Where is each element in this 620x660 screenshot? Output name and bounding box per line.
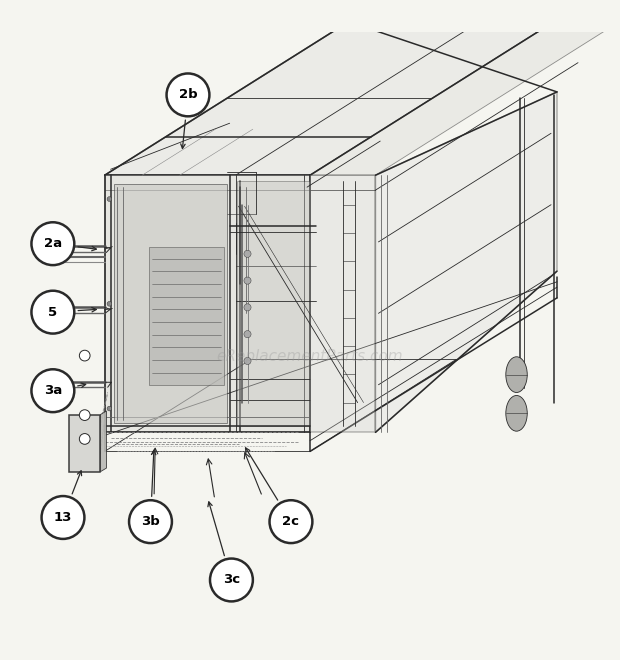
- Circle shape: [32, 222, 74, 265]
- Polygon shape: [310, 22, 619, 176]
- Polygon shape: [100, 411, 107, 472]
- Polygon shape: [69, 414, 100, 472]
- Circle shape: [244, 357, 251, 364]
- Polygon shape: [105, 22, 554, 176]
- Text: eReplacementParts.com: eReplacementParts.com: [216, 349, 404, 364]
- Circle shape: [107, 197, 112, 201]
- Circle shape: [244, 250, 251, 257]
- Circle shape: [129, 500, 172, 543]
- Ellipse shape: [506, 395, 527, 431]
- Polygon shape: [237, 182, 310, 426]
- Circle shape: [79, 410, 90, 420]
- Text: 3b: 3b: [141, 515, 160, 528]
- Circle shape: [244, 304, 251, 311]
- Circle shape: [107, 302, 112, 306]
- Text: 2a: 2a: [44, 237, 62, 250]
- Circle shape: [244, 331, 251, 338]
- Circle shape: [270, 500, 312, 543]
- Circle shape: [107, 406, 112, 411]
- Polygon shape: [376, 92, 557, 432]
- Circle shape: [79, 434, 90, 444]
- Polygon shape: [105, 176, 310, 432]
- Ellipse shape: [506, 357, 527, 393]
- Circle shape: [32, 290, 74, 333]
- Circle shape: [32, 370, 74, 412]
- Text: 2c: 2c: [283, 515, 299, 528]
- Text: 3c: 3c: [223, 574, 240, 587]
- Circle shape: [167, 73, 210, 116]
- Text: 5: 5: [48, 306, 58, 319]
- Polygon shape: [149, 247, 224, 385]
- Text: 2b: 2b: [179, 88, 197, 102]
- Text: 13: 13: [54, 511, 72, 524]
- Text: 3a: 3a: [44, 384, 62, 397]
- Polygon shape: [113, 184, 227, 424]
- Circle shape: [210, 558, 253, 601]
- Circle shape: [244, 277, 251, 284]
- Polygon shape: [310, 176, 376, 432]
- Circle shape: [79, 350, 90, 361]
- Circle shape: [42, 496, 84, 539]
